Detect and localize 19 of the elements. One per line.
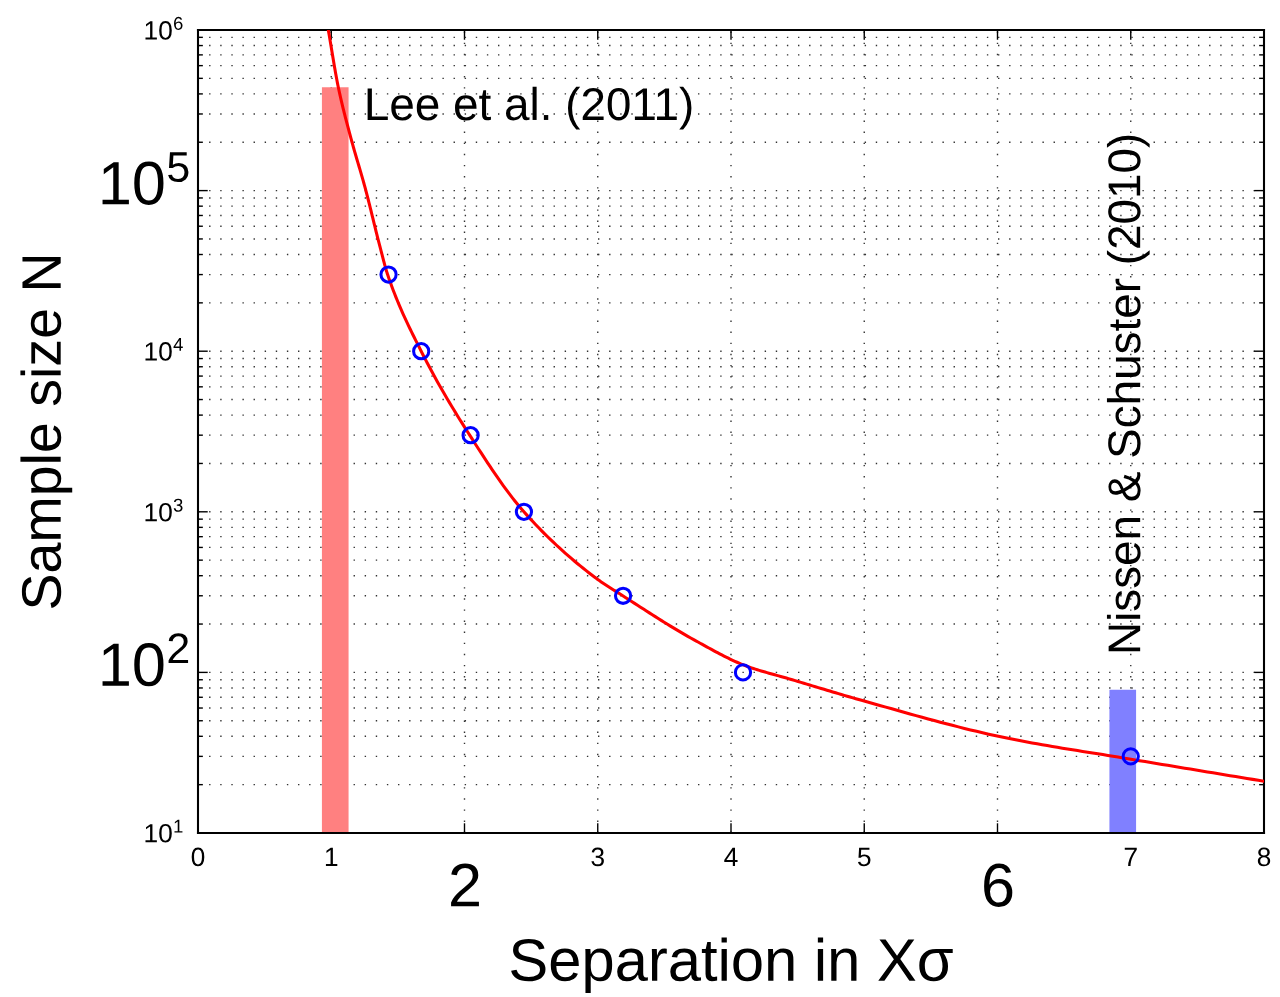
x-tick-label: 4 bbox=[724, 847, 738, 867]
text: 10$^{5}$ bbox=[102, 152, 189, 205]
x-tick-label: 0 bbox=[191, 847, 205, 867]
text: 10$^{2}$ bbox=[102, 633, 189, 687]
text: 2 bbox=[451, 863, 479, 907]
series-label: Lee et al. (2011) bbox=[367, 86, 692, 130]
y-tick-label: 10$^{1}$ bbox=[145, 819, 183, 843]
x-tick-label: 5 bbox=[857, 847, 871, 867]
text: 6 bbox=[984, 863, 1013, 907]
y-tick-label: 10$^{3}$ bbox=[145, 498, 183, 522]
x-axis-title: Separation in Xσ bbox=[511, 937, 953, 994]
y-tick-label: 10$^{6}$ bbox=[145, 16, 183, 40]
x-tick-label: 1 bbox=[325, 847, 338, 867]
x-tick-label: 3 bbox=[591, 847, 604, 867]
y-tick-label: 10$^{4}$ bbox=[145, 338, 183, 361]
y-axis-title: Sample size N bbox=[20, 256, 73, 609]
x-tick-label: 7 bbox=[1124, 847, 1137, 867]
x-tick-label: 8 bbox=[1257, 847, 1271, 867]
text: Nissen & Schuster (2010) bbox=[1106, 135, 1150, 652]
